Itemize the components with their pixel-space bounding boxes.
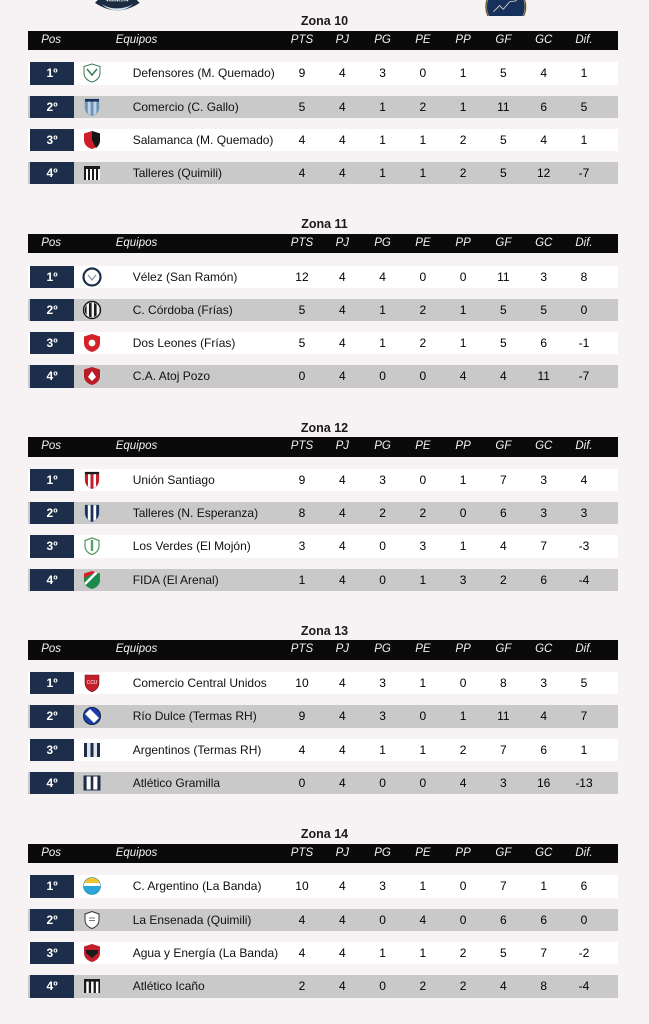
svg-text:CCU: CCU — [86, 680, 97, 686]
svg-text:AMATEUR: AMATEUR — [109, 0, 127, 3]
